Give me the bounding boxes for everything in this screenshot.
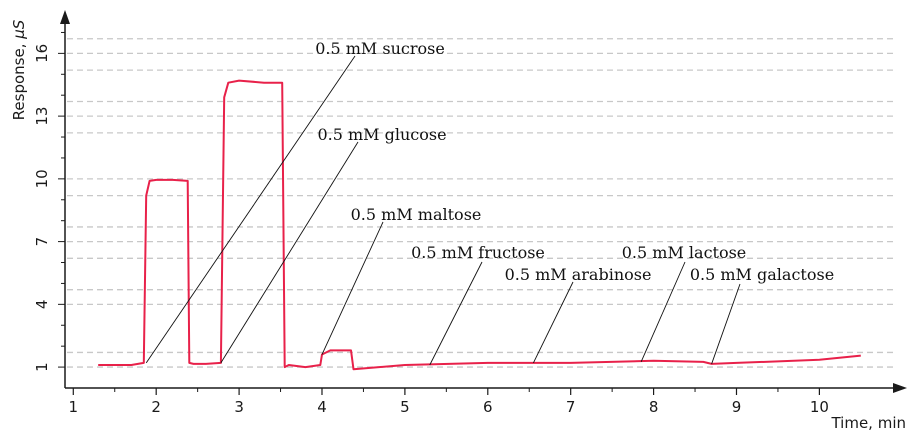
y-tick-label: 10 (33, 169, 51, 188)
annotation-leader (145, 55, 356, 364)
annotation-leader (711, 283, 741, 365)
gridlines (67, 38, 894, 368)
annotation-leader (640, 261, 686, 363)
annotations: 0.5 mM sucrose 0.5 mM glucose 0.5 mM malto… (145, 39, 834, 366)
series (98, 79, 861, 371)
x-tick-label: 6 (483, 398, 493, 416)
y-tick-label: 7 (33, 237, 51, 247)
annotation-label: 0.5 mM lactose (622, 243, 747, 262)
annotation-leader (220, 141, 359, 364)
x-tick-label: 5 (400, 398, 410, 416)
x-tick-label: 10 (810, 398, 829, 416)
x-axis-title: Time, min (830, 414, 906, 431)
x-tick-label: 3 (234, 398, 244, 416)
annotation-label: 0.5 mM glucose (317, 125, 446, 144)
x-tick-label: 1 (69, 398, 79, 416)
annotation-label: 0.5 mM maltose (351, 205, 482, 224)
y-axis-arrow (60, 10, 70, 24)
x-tick-label: 7 (566, 398, 576, 416)
x-tick-label: 4 (317, 398, 327, 416)
series-line (98, 79, 861, 371)
y-tick-label: 4 (33, 300, 51, 310)
annotation-label: 0.5 mM galactose (690, 265, 834, 284)
x-tick-label: 8 (649, 398, 659, 416)
y-axis-title-prefix: Response, (10, 39, 28, 121)
y-axis-title-unit: μS (10, 19, 28, 40)
annotation-leader (321, 221, 384, 355)
axes (60, 10, 907, 393)
y-axis-title: Response, μS (10, 19, 28, 120)
annotation-label: 0.5 mM fructose (411, 243, 545, 262)
y-tick-label: 1 (33, 362, 51, 372)
ticks: 1 2 3 4 5 6 7 8 9 10 1 4 7 10 13 16 (33, 31, 829, 416)
annotation-label: 0.5 mM sucrose (315, 39, 445, 58)
x-tick-label: 2 (151, 398, 161, 416)
y-tick-label: 13 (33, 107, 51, 126)
annotation-leader (429, 261, 483, 366)
annotation-leader (532, 281, 574, 364)
y-tick-label: 16 (33, 44, 51, 63)
x-axis-arrow (893, 383, 907, 393)
annotation-label: 0.5 mM arabinose (505, 265, 652, 284)
x-tick-label: 9 (732, 398, 742, 416)
